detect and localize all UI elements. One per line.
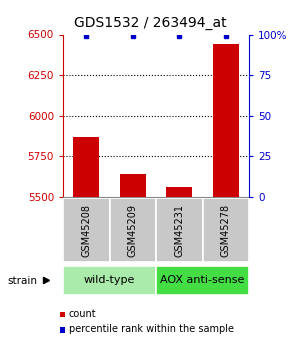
Text: percentile rank within the sample: percentile rank within the sample: [69, 325, 234, 334]
Bar: [120, 174, 146, 197]
Polygon shape: [44, 277, 50, 284]
Text: GSM45231: GSM45231: [174, 204, 184, 257]
Text: count: count: [69, 309, 97, 319]
Text: GSM45278: GSM45278: [221, 204, 231, 257]
Text: strain: strain: [8, 276, 38, 286]
Text: GSM45208: GSM45208: [81, 204, 91, 257]
Text: AOX anti-sense: AOX anti-sense: [160, 275, 245, 285]
Bar: [63, 198, 110, 262]
Bar: [156, 198, 202, 262]
Text: GSM45209: GSM45209: [128, 204, 138, 257]
Bar: [213, 44, 239, 197]
Bar: [63, 266, 156, 295]
Bar: [156, 266, 249, 295]
Bar: [167, 187, 192, 197]
Bar: [74, 137, 99, 197]
Text: wild-type: wild-type: [84, 275, 135, 285]
Text: GDS1532 / 263494_at: GDS1532 / 263494_at: [74, 16, 226, 30]
Bar: [202, 198, 249, 262]
Bar: [110, 198, 156, 262]
